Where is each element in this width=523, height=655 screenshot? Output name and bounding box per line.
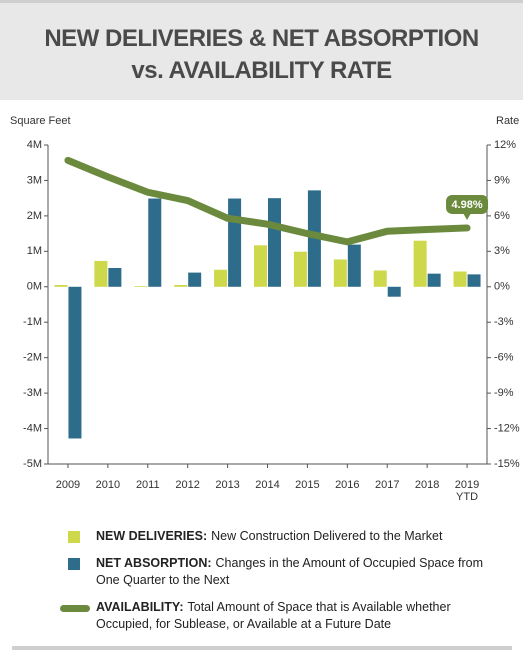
y-tick-label: 2M [27,210,42,222]
bar [148,198,162,287]
y2-tick-label: 12% [494,139,516,151]
legend-description: New Construction Delivered to the Market [211,529,443,543]
legend-name: NET ABSORPTION: [96,556,212,570]
y2-tick-label: 9% [494,174,510,186]
bar [347,244,361,287]
x-tick-label: 2017 [374,479,400,491]
legend-name: AVAILABILITY: [96,600,184,614]
x-tick-label: 2009 [55,479,81,491]
legend-item: NEW DELIVERIES: New Construction Delivere… [60,528,490,545]
bar [188,272,202,287]
bar [387,286,401,297]
y2-tick-label: -15% [494,458,520,470]
bar [268,198,281,287]
y2-tick-label: -12% [494,422,520,434]
y-tick-label: -4M [23,422,42,434]
chart: Square Feet Rate 4M 3M 2M 1M 0M -1M -2M -3M -4M -… [10,115,520,470]
bar [214,269,228,287]
x-tick-label: 2016 [335,479,360,491]
y-tick-label: -3M [23,387,42,399]
legend-swatch [60,605,90,612]
bar [94,260,108,287]
bar [174,285,188,287]
bar [228,198,242,287]
bar [68,286,82,439]
x-tick-label: 2011 [135,479,160,491]
legend-swatch [68,531,80,543]
bar [467,274,481,287]
y-tick-label: 1M [27,245,42,257]
y2-tick-label: 3% [494,245,510,257]
x-tick-label: 2014 [255,479,280,491]
legend-name: NEW DELIVERIES: [96,529,208,543]
y-tick-label: -2M [23,352,42,364]
y-tick-label: 0M [27,281,42,293]
line [64,156,471,246]
legend-item: AVAILABILITY: Total Amount of Space that … [60,599,490,633]
x-tick-label: 2010 [95,479,121,491]
x-tick-label: 2015 [295,479,320,491]
bar [427,273,441,287]
legend: NEW DELIVERIES: New Construction Delivere… [60,528,490,643]
label-box [446,194,489,214]
bar [254,245,267,287]
y-tick-label: 4M [27,139,42,151]
bar [333,259,347,287]
legend-description: Total Amount of Space that is Available … [96,600,451,631]
x-tick-label: 2018 [414,479,440,491]
y2-axis-label: Rate [496,115,519,127]
footer-rule [12,646,512,650]
bar [134,286,148,287]
bar [453,271,467,287]
x-tick-label: 2013 [215,479,240,491]
x-tick-label: 2019 YTD [454,479,480,503]
bar [54,285,68,287]
y2-tick-label: -6% [494,352,514,364]
y2-tick-label: -3% [494,316,514,328]
bar [108,267,122,287]
y-axis-label: Square Feet [10,115,71,127]
x-tick-label: 2012 [175,479,200,491]
y-tick-label: -5M [23,458,42,470]
legend-item: NET ABSORPTION: Changes in the Amount of … [60,555,490,589]
y2-tick-label: 6% [494,210,510,222]
label-pointer [463,212,472,220]
y2-tick-label: 0% [494,281,510,293]
title-line: NEW DELIVERIES & NET ABSORPTION [44,25,479,52]
header: NEW DELIVERIES & NET ABSORPTION vs. AVAI… [0,0,523,100]
data-label: 4.98% [451,199,482,211]
legend-swatch [68,558,80,570]
bar [373,270,387,287]
bar [413,240,427,287]
y-tick-label: -1M [23,316,42,328]
legend-description: Changes in the Amount of Occupied Space … [96,556,484,587]
y-tick-label: 3M [27,174,42,186]
title-line: vs. AVAILABILITY RATE [131,57,392,84]
y2-tick-label: -9% [494,387,514,399]
bar [293,251,307,287]
